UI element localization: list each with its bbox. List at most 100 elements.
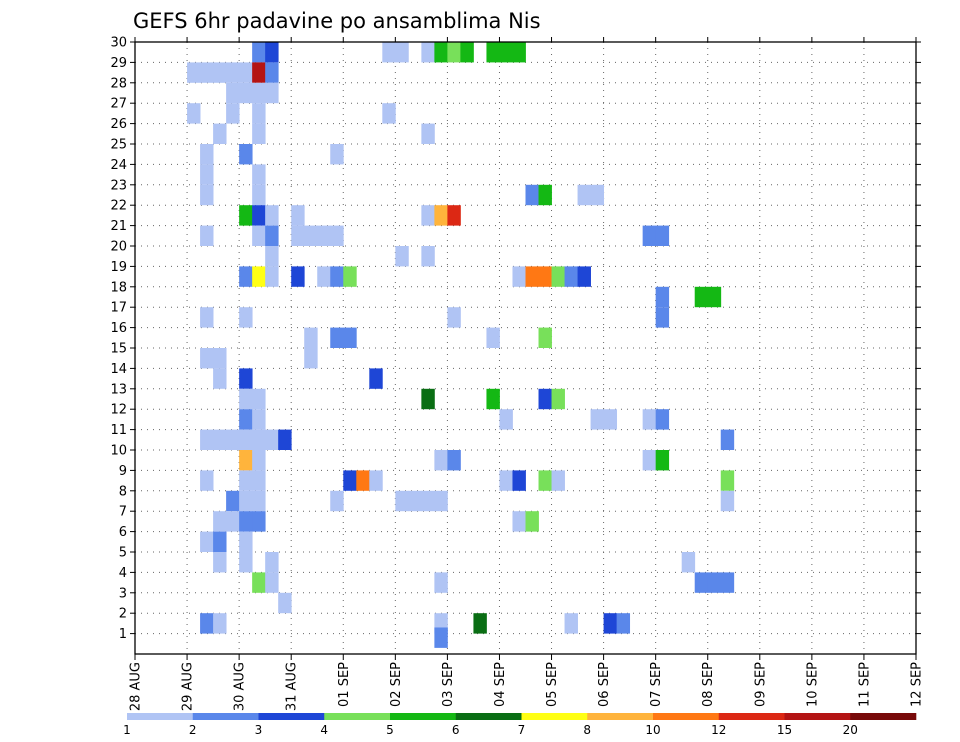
chart-title: GEFS 6hr padavine po ansamblima Nis [133, 9, 541, 33]
data-cell [603, 409, 618, 430]
data-cell [421, 246, 435, 267]
colorbar-swatch [324, 713, 391, 720]
data-cell [408, 490, 422, 512]
colorbar-swatch [850, 713, 917, 720]
y-tick-label: 8 [119, 484, 127, 499]
data-cell [460, 42, 474, 63]
y-tick-label: 3 [119, 586, 127, 601]
y-tick-label: 25 [110, 138, 127, 153]
data-cell [551, 470, 565, 491]
data-cell [512, 470, 526, 491]
data-cell [525, 266, 539, 287]
data-cell [434, 627, 448, 648]
data-cell [499, 470, 513, 491]
x-tick-label: 03 SEP [441, 662, 456, 707]
x-tick-label: 11 SEP [857, 662, 872, 707]
data-cell [252, 511, 266, 532]
colorbar-label: 10 [645, 723, 660, 737]
data-cell [278, 592, 292, 614]
data-cell [265, 82, 279, 104]
data-cell [655, 450, 670, 471]
data-cell [278, 429, 292, 450]
colorbar-label: 3 [255, 723, 263, 737]
data-cell [291, 225, 305, 246]
data-cell [538, 266, 552, 287]
data-cell [317, 266, 331, 287]
data-cell [213, 62, 227, 83]
data-cell [421, 42, 435, 63]
colorbar-label: 15 [777, 723, 792, 737]
data-cell [213, 531, 227, 552]
data-cell [213, 368, 227, 389]
y-tick-label: 9 [119, 464, 127, 479]
data-cell [252, 429, 266, 450]
colorbar: 1 2 3 4 5 6 7 8 10 12 15 20 [123, 713, 917, 737]
data-cell [330, 490, 344, 512]
x-tick-label: 06 SEP [597, 662, 612, 707]
y-tick-label: 7 [119, 505, 127, 520]
data-cell [239, 409, 253, 430]
x-tick-label: 28 AUG [129, 662, 144, 711]
data-cell [213, 348, 227, 369]
y-tick-label: 24 [110, 158, 127, 173]
x-tick-label: 10 SEP [805, 662, 820, 707]
data-cell [252, 490, 266, 512]
data-cell [200, 62, 214, 83]
data-cell [447, 42, 461, 63]
data-cell [252, 388, 266, 410]
data-cell [304, 327, 318, 348]
data-cell [239, 429, 253, 450]
data-cell [681, 552, 696, 573]
data-cell [434, 205, 448, 226]
colorbar-label: 6 [452, 723, 460, 737]
data-cell [434, 42, 448, 63]
data-cell [382, 103, 396, 124]
data-cell [265, 429, 279, 450]
data-cell [421, 123, 435, 144]
y-tick-label: 4 [119, 566, 127, 581]
colorbar-swatch [784, 713, 851, 720]
colorbar-swatch [653, 713, 720, 720]
data-cell [239, 388, 253, 410]
y-tick-label: 18 [110, 280, 127, 295]
data-cell [265, 225, 279, 246]
data-cell [252, 409, 266, 430]
data-cell [538, 327, 552, 348]
data-cell [421, 205, 435, 226]
data-cell [330, 266, 344, 287]
y-axis-ticks: 1234567891011121314151617181920212223242… [110, 36, 921, 642]
x-tick-label: 31 AUG [285, 662, 300, 711]
data-cell [421, 490, 435, 512]
data-cell [226, 429, 240, 450]
data-cell [252, 572, 266, 593]
y-tick-label: 15 [110, 342, 127, 357]
colorbar-label: 8 [583, 723, 591, 737]
y-tick-label: 13 [110, 382, 127, 397]
data-cell [265, 42, 279, 63]
data-cell [512, 511, 526, 532]
colorbar-label: 7 [518, 723, 526, 737]
data-cell [330, 144, 344, 165]
y-tick-label: 26 [110, 117, 127, 132]
data-cell [369, 368, 383, 389]
y-tick-label: 12 [110, 403, 127, 418]
data-cell [525, 511, 539, 532]
data-cell [200, 613, 214, 634]
data-cell [187, 62, 201, 83]
y-tick-label: 14 [110, 362, 127, 377]
data-cell [694, 286, 709, 308]
data-cell [239, 266, 253, 287]
data-cell [252, 184, 266, 206]
data-cell [447, 307, 461, 328]
data-cell [356, 470, 370, 491]
data-cell [252, 450, 266, 471]
x-tick-label: 09 SEP [753, 662, 768, 707]
data-cell [538, 470, 552, 491]
data-cell [343, 470, 357, 491]
data-cell [239, 205, 253, 226]
data-cell [330, 327, 344, 348]
x-tick-label: 30 AUG [233, 662, 248, 711]
data-cell [239, 450, 253, 471]
data-cell [265, 62, 279, 83]
